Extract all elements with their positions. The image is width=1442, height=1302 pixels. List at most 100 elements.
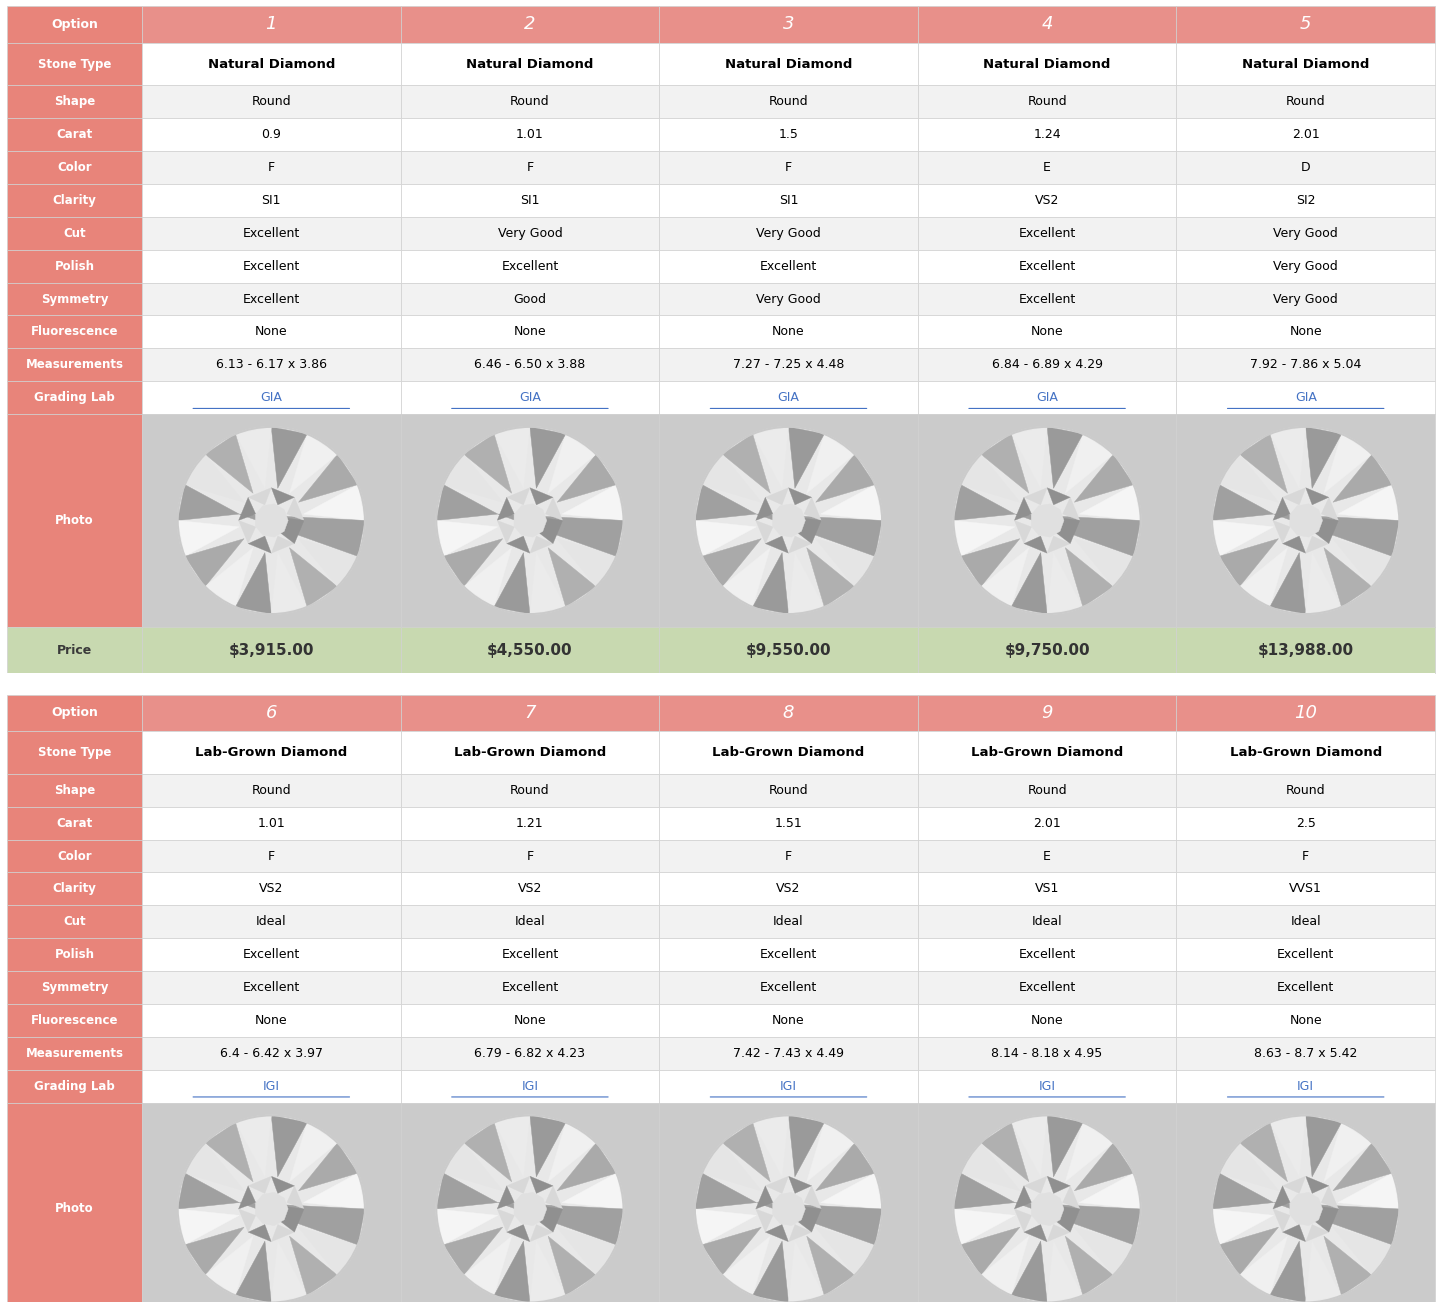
Circle shape <box>1213 427 1399 615</box>
Polygon shape <box>506 536 529 553</box>
Polygon shape <box>562 1173 623 1210</box>
Polygon shape <box>177 1173 239 1210</box>
Bar <box>1177 43 1435 86</box>
Polygon shape <box>1031 1203 1080 1232</box>
Polygon shape <box>773 1193 805 1225</box>
Polygon shape <box>290 1236 337 1295</box>
Text: Excellent: Excellent <box>1018 980 1076 993</box>
Bar <box>401 1036 659 1070</box>
Polygon shape <box>1024 1225 1047 1242</box>
Polygon shape <box>1291 514 1338 544</box>
Bar <box>917 315 1177 349</box>
Polygon shape <box>235 1116 271 1177</box>
Text: Excellent: Excellent <box>1018 259 1076 272</box>
Polygon shape <box>981 434 1030 493</box>
Text: GIA: GIA <box>1295 391 1317 404</box>
Polygon shape <box>1015 1203 1141 1245</box>
Bar <box>1177 414 1435 626</box>
Bar <box>659 807 917 840</box>
Circle shape <box>437 1116 623 1302</box>
Polygon shape <box>464 548 512 607</box>
Polygon shape <box>1240 548 1288 607</box>
Polygon shape <box>1063 497 1080 521</box>
Circle shape <box>953 427 1141 615</box>
Polygon shape <box>290 434 337 493</box>
Polygon shape <box>298 1228 358 1275</box>
Polygon shape <box>960 539 1019 587</box>
Bar <box>7 807 141 840</box>
Bar <box>7 217 141 250</box>
Polygon shape <box>497 1210 515 1232</box>
Polygon shape <box>205 1122 254 1182</box>
Text: Symmetry: Symmetry <box>40 293 108 306</box>
Bar <box>7 283 141 315</box>
Bar <box>659 840 917 872</box>
Text: 1.51: 1.51 <box>774 816 802 829</box>
Polygon shape <box>756 1186 773 1210</box>
Bar <box>917 1070 1177 1103</box>
Text: Price: Price <box>56 643 92 656</box>
Polygon shape <box>248 536 271 553</box>
Polygon shape <box>722 434 770 493</box>
Bar <box>7 673 1435 694</box>
Text: 3: 3 <box>783 16 795 34</box>
Polygon shape <box>298 1143 358 1191</box>
Polygon shape <box>1282 536 1305 553</box>
Bar <box>401 381 659 414</box>
Polygon shape <box>185 1228 244 1275</box>
Text: Excellent: Excellent <box>760 948 818 961</box>
Bar <box>1177 381 1435 414</box>
Polygon shape <box>444 1143 503 1191</box>
Bar <box>141 118 401 151</box>
Text: None: None <box>1289 1014 1322 1027</box>
Polygon shape <box>495 552 529 615</box>
Polygon shape <box>766 488 789 505</box>
Text: Very Good: Very Good <box>756 293 820 306</box>
Polygon shape <box>1066 548 1113 607</box>
Bar <box>401 184 659 217</box>
Polygon shape <box>1332 1228 1392 1275</box>
Text: Natural Diamond: Natural Diamond <box>466 57 594 70</box>
Text: Excellent: Excellent <box>242 948 300 961</box>
Polygon shape <box>557 1228 616 1275</box>
Polygon shape <box>235 552 271 615</box>
Text: Ideal: Ideal <box>773 915 803 928</box>
Text: 2.5: 2.5 <box>1296 816 1315 829</box>
Bar <box>659 184 917 217</box>
Polygon shape <box>548 434 596 493</box>
Polygon shape <box>177 521 239 556</box>
Polygon shape <box>695 1173 757 1210</box>
Bar <box>141 349 401 381</box>
Polygon shape <box>557 1143 616 1191</box>
Polygon shape <box>1305 1241 1341 1302</box>
Polygon shape <box>495 1241 529 1302</box>
Text: Symmetry: Symmetry <box>40 980 108 993</box>
Polygon shape <box>238 497 255 521</box>
Text: VS1: VS1 <box>1035 883 1060 896</box>
Text: Excellent: Excellent <box>1018 227 1076 240</box>
Text: Polish: Polish <box>55 259 95 272</box>
Polygon shape <box>789 488 812 505</box>
Text: Fluorescence: Fluorescence <box>30 1014 118 1027</box>
Polygon shape <box>1063 1186 1080 1210</box>
Polygon shape <box>557 454 616 503</box>
Text: 5: 5 <box>1299 16 1311 34</box>
Text: E: E <box>1043 161 1051 174</box>
Text: Excellent: Excellent <box>1018 293 1076 306</box>
Polygon shape <box>548 1236 596 1295</box>
Text: Natural Diamond: Natural Diamond <box>208 57 335 70</box>
Polygon shape <box>1291 1203 1338 1232</box>
Bar <box>917 283 1177 315</box>
Text: Excellent: Excellent <box>760 980 818 993</box>
Polygon shape <box>695 521 757 556</box>
Text: None: None <box>771 1014 805 1027</box>
Bar <box>401 732 659 773</box>
Text: Cut: Cut <box>63 227 87 240</box>
Text: 1.21: 1.21 <box>516 816 544 829</box>
Polygon shape <box>757 514 883 556</box>
Bar <box>141 315 401 349</box>
Polygon shape <box>753 1116 789 1177</box>
Bar <box>141 694 401 732</box>
Polygon shape <box>1289 1193 1322 1225</box>
Bar <box>659 1103 917 1302</box>
